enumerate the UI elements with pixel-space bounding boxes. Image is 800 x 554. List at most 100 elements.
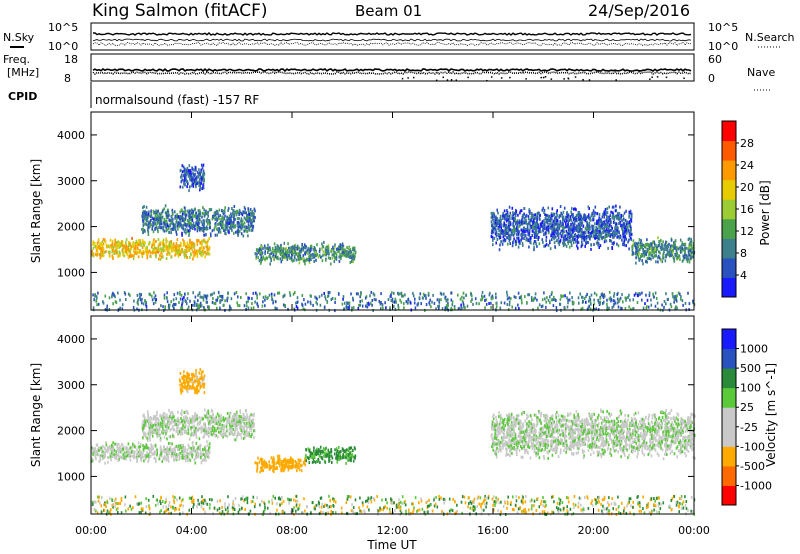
range-cell: [272, 253, 275, 257]
range-cell: [324, 250, 327, 254]
range-cell: [595, 233, 598, 236]
range-cell: [114, 240, 116, 244]
range-cell: [199, 247, 201, 251]
range-cell: [634, 252, 636, 256]
range-cell: [154, 222, 156, 226]
range-cell: [637, 241, 640, 245]
range-cell: [195, 456, 197, 460]
range-cell: [225, 225, 228, 229]
range-cell: [610, 233, 612, 236]
range-cell: [608, 225, 610, 229]
range-cell: [129, 249, 131, 253]
range-cell: [567, 223, 569, 227]
range-cell: [310, 247, 312, 251]
range-cell: [183, 251, 185, 255]
range-cell: [545, 235, 548, 239]
range-cell: [136, 301, 139, 305]
range-cell: [339, 255, 341, 259]
range-cell: [188, 171, 191, 175]
range-cell: [617, 213, 620, 217]
range-cell: [629, 211, 632, 215]
range-cell: [621, 227, 623, 231]
range-cell: [313, 246, 316, 249]
range-cell: [280, 260, 283, 264]
range-cell: [205, 295, 208, 299]
range-cell: [309, 247, 311, 251]
range-cell: [337, 250, 340, 254]
range-cell: [92, 452, 94, 456]
range-cell: [352, 260, 354, 264]
range-cell: [568, 232, 570, 236]
range-cell: [579, 217, 581, 221]
range-cell: [199, 173, 202, 177]
range-cell: [183, 210, 186, 214]
range-cell: [320, 255, 322, 259]
range-cell: [623, 224, 625, 228]
range-cell: [570, 244, 573, 248]
range-cell: [132, 306, 135, 309]
range-cell: [635, 252, 638, 256]
range-cell: [533, 227, 536, 231]
range-cell: [192, 221, 195, 225]
range-cell: [190, 211, 193, 215]
range-cell: [184, 299, 186, 303]
range-cell: [661, 303, 663, 307]
range-cell: [139, 457, 142, 461]
range-cell: [251, 297, 253, 301]
range-cell: [296, 247, 299, 251]
range-cell: [224, 223, 227, 227]
range-cell: [511, 305, 513, 309]
range-cell: [492, 243, 494, 247]
range-cell: [276, 307, 278, 311]
range-cell: [335, 253, 338, 257]
range-cell: [216, 210, 219, 213]
range-cell: [541, 298, 544, 302]
range-cell: [492, 239, 494, 242]
range-cell: [181, 443, 183, 447]
range-cell: [506, 236, 508, 240]
range-cell: [510, 233, 512, 237]
range-cell: [121, 243, 124, 247]
range-cell: [669, 249, 672, 253]
range-cell: [575, 224, 578, 228]
range-cell: [682, 258, 685, 262]
range-cell: [186, 245, 189, 249]
range-cell: [670, 244, 673, 248]
range-cell: [238, 213, 240, 216]
range-cell: [418, 296, 421, 300]
range-cell: [226, 224, 229, 228]
range-cell: [194, 166, 197, 170]
range-cell: [564, 234, 566, 238]
range-cell: [228, 231, 230, 235]
range-cell: [652, 240, 655, 244]
range-cell: [646, 298, 649, 302]
range-cell: [185, 213, 188, 217]
range-cell: [508, 234, 510, 238]
range-cell: [293, 255, 296, 259]
range-cell: [603, 215, 605, 219]
range-cell: [258, 248, 261, 252]
range-cell: [217, 290, 220, 294]
range-cell: [511, 217, 513, 220]
range-cell: [250, 306, 253, 310]
range-cell: [500, 226, 503, 230]
range-cell: [299, 254, 302, 258]
range-cell: [528, 211, 531, 215]
range-cell: [103, 452, 106, 456]
range-cell: [199, 228, 201, 232]
range-cell: [500, 218, 502, 222]
range-cell: [141, 217, 144, 221]
range-cell: [141, 241, 144, 245]
range-cell: [331, 256, 333, 260]
range-cell: [238, 230, 241, 234]
range-cell: [500, 301, 503, 305]
range-cell: [177, 254, 180, 258]
range-cell: [160, 222, 163, 226]
range-cell: [352, 257, 354, 261]
range-cell: [632, 250, 634, 254]
range-cell: [597, 237, 600, 241]
range-cell: [204, 233, 207, 237]
range-cell: [501, 229, 503, 233]
range-cell: [490, 305, 492, 309]
range-cell: [289, 293, 292, 297]
